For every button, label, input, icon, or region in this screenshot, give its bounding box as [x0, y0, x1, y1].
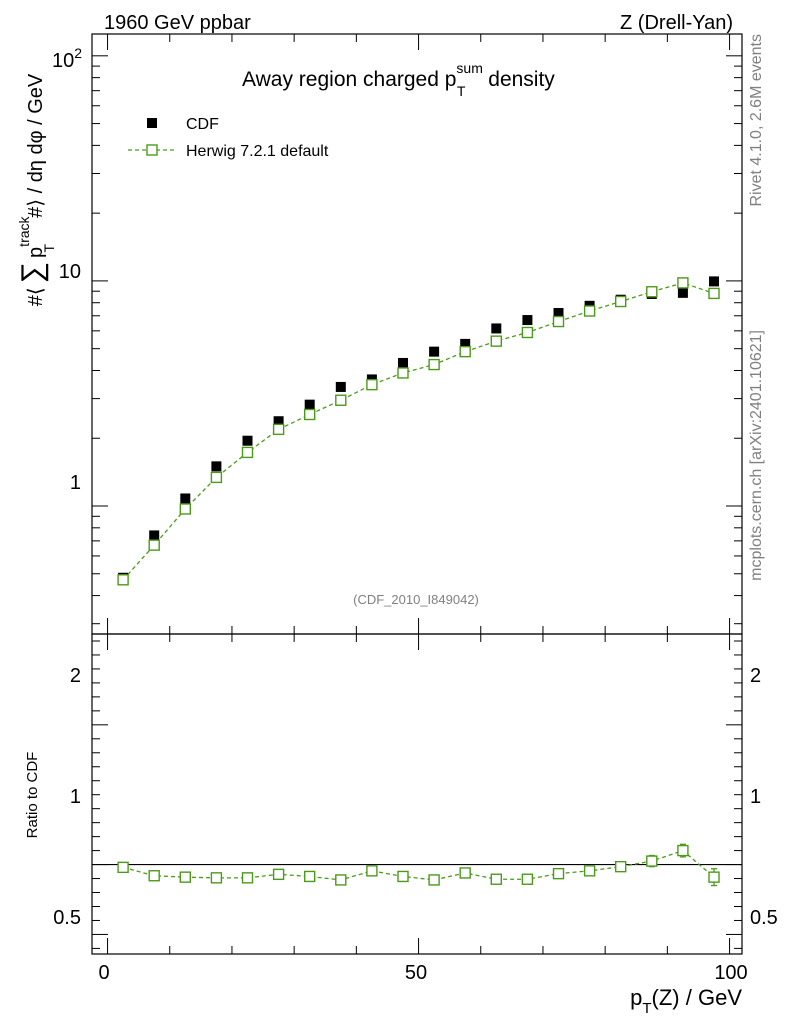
herwig-ratio-point — [210, 872, 223, 884]
herwig-main-point — [646, 286, 658, 298]
herwig-main-point — [428, 358, 440, 371]
cdf-data-point — [491, 323, 502, 334]
cdf-data-point — [180, 493, 191, 504]
mcplots-label: mcplots.cern.ch [arXiv:2401.10621] — [748, 330, 765, 581]
herwig-main-point — [521, 326, 534, 339]
y-tick-label-100: 102 — [52, 45, 82, 72]
herwig-ratio-point — [272, 868, 285, 881]
cdf-data-point — [553, 308, 564, 319]
cdf-data-point — [273, 416, 284, 427]
ratio-tick-label-2-left: 2 — [70, 665, 81, 687]
herwig-ratio-point — [646, 855, 658, 867]
main-y-axis-label: #⟨∑ptrackT#⟩ / dη dφ / GeV — [16, 73, 57, 306]
herwig-ratio-point — [490, 873, 503, 885]
herwig-ratio-point — [583, 865, 596, 877]
ratio-tick-label-05-right: 0.5 — [750, 907, 778, 929]
herwig-main-point — [304, 408, 316, 421]
cdf-data-point — [242, 435, 253, 446]
herwig-main-point — [335, 394, 347, 406]
cdf-data-point — [677, 287, 688, 298]
legend-cdf-marker — [147, 118, 157, 128]
herwig-main-point — [210, 471, 223, 484]
y-tick-label-1: 1 — [70, 472, 81, 494]
herwig-ratio-point — [241, 872, 254, 884]
herwig-main-point — [615, 295, 627, 308]
axis-ticks — [92, 34, 742, 954]
herwig-ratio-point — [459, 867, 471, 879]
herwig-main-point — [459, 345, 471, 358]
legend: CDF Herwig 7.2.1 default — [128, 116, 329, 160]
herwig-ratio-point — [397, 870, 409, 883]
main-series-layer — [117, 276, 720, 586]
legend-cdf-label: CDF — [186, 116, 219, 133]
herwig-main-point — [552, 315, 565, 328]
herwig-main-point — [366, 378, 378, 391]
herwig-ratio-point — [179, 871, 192, 883]
herwig-ratio-point — [677, 844, 689, 857]
x-axis-label: pT(Z) / GeV — [630, 985, 742, 1017]
cdf-data-point — [709, 276, 720, 287]
herwig-ratio-point — [428, 874, 440, 886]
herwig-main-point — [490, 335, 503, 347]
herwig-ratio-point — [304, 870, 316, 883]
herwig-ratio-point — [521, 873, 534, 885]
herwig-main-point — [677, 277, 689, 289]
herwig-main-point — [117, 574, 129, 586]
herwig-ratio-point — [148, 870, 160, 882]
herwig-main-line — [122, 282, 715, 581]
herwig-main-point — [583, 305, 596, 317]
cdf-data-point — [398, 357, 409, 368]
legend-herwig-marker — [146, 144, 158, 156]
herwig-ratio-point — [335, 874, 347, 886]
legend-herwig-label: Herwig 7.2.1 default — [186, 143, 329, 160]
herwig-main-point — [397, 367, 409, 379]
herwig-main-point — [241, 446, 254, 459]
energy-label: 1960 GeV ppbar — [104, 12, 251, 34]
cdf-data-point — [149, 530, 160, 541]
ratio-tick-label-05-left: 0.5 — [53, 907, 81, 929]
herwig-main-point — [179, 503, 192, 515]
analysis-watermark: (CDF_2010_I849042) — [353, 592, 479, 607]
ratio-tick-label-1-right: 1 — [750, 786, 761, 808]
plot-title: Away region charged psum T density — [242, 60, 555, 99]
ratio-y-axis-label: Ratio to CDF — [24, 752, 41, 839]
herwig-main-point — [272, 423, 285, 436]
herwig-main-point — [148, 539, 160, 551]
ratio-series-layer — [117, 843, 720, 887]
ratio-tick-label-1-left: 1 — [70, 786, 81, 808]
ratio-plot-frame — [91, 633, 743, 955]
ratio-tick-label-2-right: 2 — [750, 665, 761, 687]
y-tick-label-10: 10 — [59, 261, 81, 283]
cdf-data-point — [211, 461, 222, 472]
herwig-ratio-point — [552, 867, 565, 880]
herwig-ratio-point — [366, 865, 378, 877]
cdf-data-point — [304, 399, 315, 410]
cdf-data-point — [429, 346, 440, 357]
herwig-ratio-point — [615, 860, 627, 873]
rivet-version-label: Rivet 4.1.0, 2.6M events — [748, 34, 765, 207]
cdf-data-point — [335, 381, 346, 392]
x-tick-label-100: 100 — [714, 962, 747, 984]
process-label: Z (Drell-Yan) — [620, 12, 733, 34]
herwig-ratio-point — [708, 871, 720, 883]
x-tick-label-0: 0 — [98, 962, 109, 984]
herwig-main-point — [708, 287, 720, 300]
cdf-data-point — [522, 315, 533, 326]
herwig-ratio-point — [117, 861, 129, 874]
cdf-data-point — [460, 338, 471, 349]
x-tick-label-50: 50 — [405, 962, 427, 984]
